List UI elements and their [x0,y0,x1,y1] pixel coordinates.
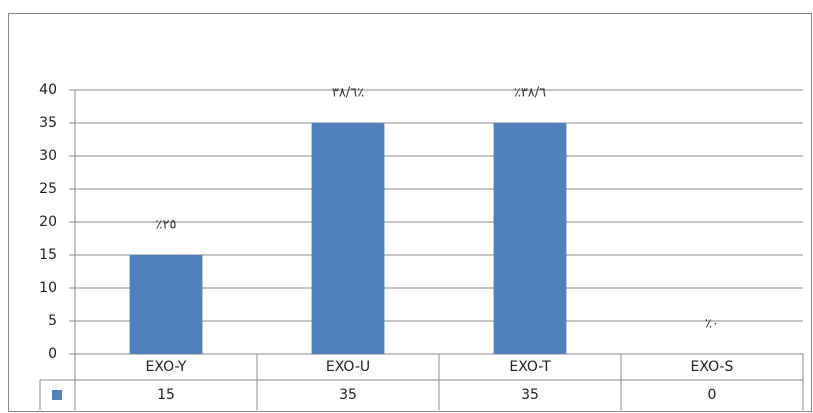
y-tick-label: 15 [39,247,57,263]
table-value: 35 [339,387,357,403]
y-tick-label: 25 [39,181,57,197]
chart-border [8,13,812,412]
y-tick-label: 40 [39,82,57,98]
table-value: 15 [157,387,175,403]
legend-key [52,390,62,400]
x-tick-label: EXO-S [691,359,734,375]
x-tick-label: EXO-T [509,359,551,375]
bar [311,123,385,354]
table-value: 0 [708,387,717,403]
bar [129,255,203,354]
x-tick-label: EXO-Y [146,359,187,375]
annotation: ٪٢٥ [156,218,177,233]
annotation: ٪٠ [705,317,719,332]
x-tick-label: EXO-U [326,359,370,375]
y-tick-label: 0 [48,346,57,362]
table-value: 35 [521,387,539,403]
annotation: ٪٣٨/٦ [514,86,546,101]
y-tick-label: 20 [39,214,57,230]
y-tick-label: 30 [39,148,57,164]
bar [493,123,567,354]
annotation: ٣٨/٦٪ [332,86,364,101]
y-tick-label: 5 [48,313,57,329]
y-tick-label: 35 [39,115,57,131]
y-tick-label: 10 [39,280,57,296]
